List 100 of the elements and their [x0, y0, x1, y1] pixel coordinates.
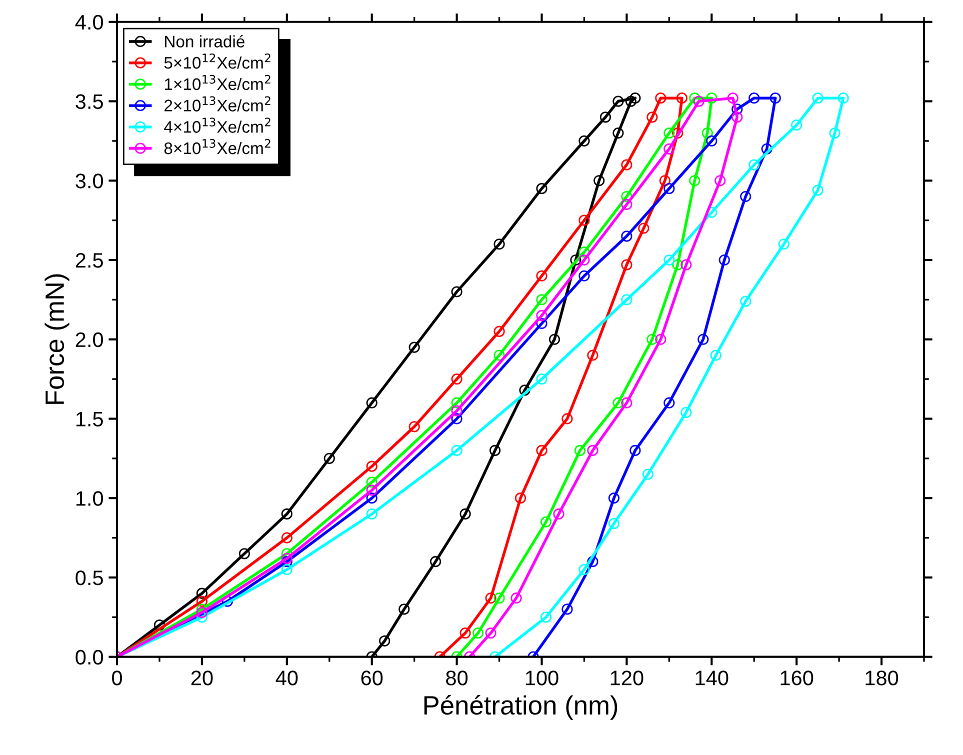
point [408, 421, 420, 432]
point [366, 397, 378, 408]
x-tick-label: 160 [780, 670, 814, 686]
point [451, 397, 462, 408]
point [829, 127, 840, 139]
point [714, 175, 726, 186]
point [621, 198, 632, 210]
point [727, 92, 738, 104]
point [574, 444, 586, 456]
point [761, 143, 772, 154]
point [838, 92, 849, 104]
point [702, 127, 713, 139]
x-tick-label: 80 [446, 670, 468, 686]
point [672, 127, 684, 139]
point [812, 184, 824, 196]
point [621, 159, 632, 170]
x-tick-label: 20 [191, 670, 213, 686]
point [451, 405, 462, 416]
point [366, 508, 378, 520]
point [791, 120, 802, 131]
point [514, 492, 526, 504]
point [578, 270, 590, 282]
y-tick-label: 0.5 [76, 570, 103, 586]
point [778, 238, 790, 250]
y-axis-title: Force (mN) [44, 274, 70, 404]
point [379, 635, 390, 647]
point [630, 92, 641, 104]
x-tick-label: 100 [526, 670, 558, 686]
x-tick-label: 40 [276, 670, 298, 686]
point [366, 476, 378, 488]
legend-label: 8×10$^{13}$Xe/cm$^{2}$ [164, 138, 270, 154]
point [281, 552, 292, 564]
y-tick-label: 3.5 [76, 94, 103, 110]
point [281, 508, 292, 520]
point [676, 92, 688, 104]
x-tick-label: 60 [361, 670, 383, 686]
point [366, 492, 378, 504]
y-tick-label: 1.5 [76, 412, 103, 426]
point [594, 175, 605, 186]
point [689, 175, 700, 186]
point [562, 413, 573, 424]
point [578, 214, 590, 226]
point [536, 310, 548, 322]
point [621, 294, 632, 306]
point [196, 588, 208, 599]
point [710, 350, 722, 361]
point [608, 492, 620, 504]
x-axis-title: Pénétration (nm) [424, 695, 618, 720]
point [485, 627, 496, 639]
point [646, 112, 658, 123]
point [680, 259, 692, 270]
point [196, 596, 208, 607]
point [562, 604, 573, 615]
x-tick-label: 140 [696, 670, 728, 686]
point [630, 444, 641, 456]
point [718, 254, 730, 266]
point [587, 444, 598, 456]
point [324, 452, 335, 464]
point [740, 296, 752, 307]
point [540, 612, 552, 623]
point [600, 112, 612, 123]
point [519, 384, 530, 396]
point [748, 92, 760, 104]
y-tick-label: 3.0 [76, 174, 103, 188]
point [680, 406, 692, 418]
point [451, 374, 462, 385]
point [485, 592, 496, 604]
point [612, 96, 624, 107]
point [430, 556, 442, 568]
point [460, 627, 471, 639]
point [398, 604, 410, 615]
point [489, 444, 501, 456]
point [536, 318, 548, 330]
point [621, 230, 632, 242]
point [548, 334, 560, 345]
point [408, 342, 420, 353]
legend-label: 4×10$^{13}$Xe/cm$^{2}$ [164, 118, 270, 133]
x-tick-label: 120 [610, 670, 644, 686]
point [494, 326, 505, 337]
point [689, 92, 700, 104]
x-tick-label: 180 [866, 670, 898, 686]
legend-label: 1×10$^{13}$Xe/cm$^{2}$ [164, 74, 270, 90]
point [553, 508, 564, 520]
point [770, 92, 781, 104]
point [612, 397, 624, 408]
legend-label: 2×10$^{13}$Xe/cm$^{2}$ [164, 96, 270, 112]
point [281, 556, 292, 568]
point [494, 350, 505, 361]
y-tick-label: 0.0 [76, 650, 103, 665]
point [570, 254, 582, 266]
point [578, 254, 590, 266]
y-tick-label: 4.0 [75, 14, 103, 30]
point [655, 92, 666, 104]
point [494, 238, 505, 250]
y-tick-label: 2.5 [76, 253, 103, 268]
point [748, 159, 760, 170]
point [740, 190, 752, 202]
point [642, 468, 654, 480]
legend-label: Non irradié [165, 35, 244, 48]
point [612, 127, 624, 139]
